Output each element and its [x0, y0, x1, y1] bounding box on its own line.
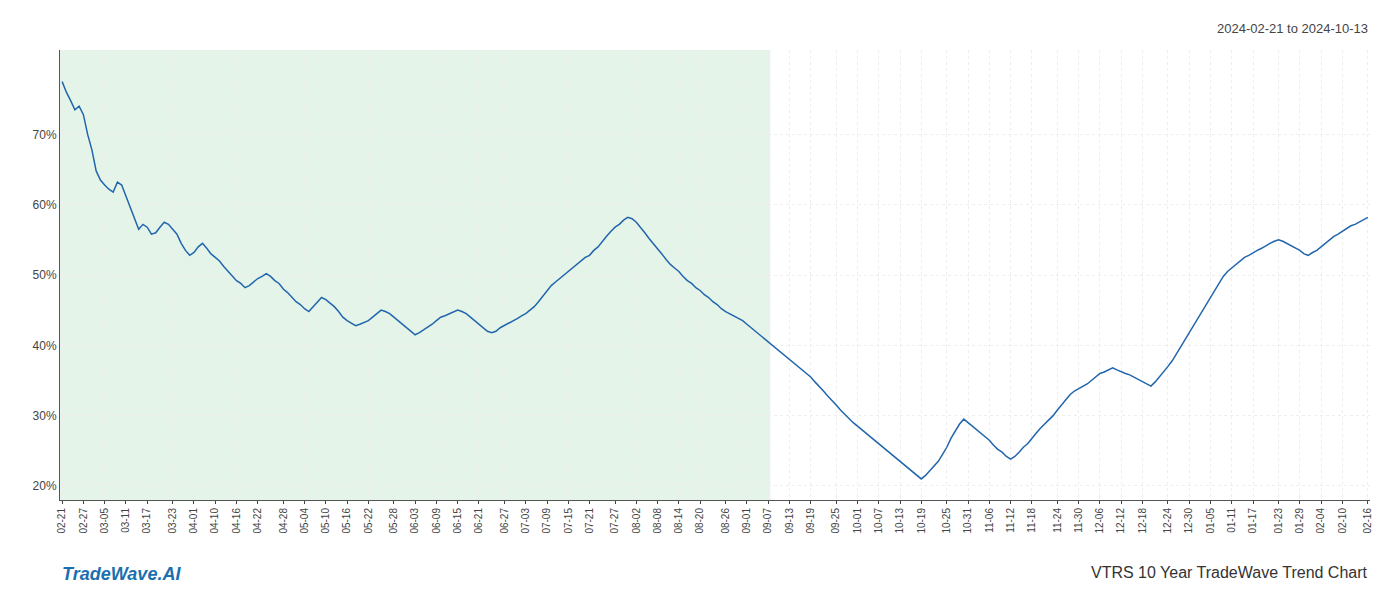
svg-text:03-23: 03-23 [167, 508, 178, 534]
svg-text:12-12: 12-12 [1115, 508, 1126, 534]
svg-text:12-30: 12-30 [1183, 508, 1194, 534]
svg-text:01-17: 01-17 [1247, 508, 1258, 534]
svg-text:08-14: 08-14 [673, 508, 684, 534]
svg-text:05-10: 05-10 [320, 508, 331, 534]
svg-text:30%: 30% [33, 409, 57, 423]
svg-text:03-05: 03-05 [99, 508, 110, 534]
svg-text:11-30: 11-30 [1073, 508, 1084, 533]
svg-text:20%: 20% [33, 479, 57, 493]
svg-text:05-16: 05-16 [341, 508, 352, 534]
svg-text:07-21: 07-21 [584, 508, 595, 534]
svg-text:09-13: 09-13 [784, 508, 795, 534]
svg-text:06-03: 06-03 [409, 508, 420, 534]
svg-text:02-04: 02-04 [1315, 508, 1326, 534]
svg-text:12-18: 12-18 [1137, 508, 1148, 534]
svg-text:04-16: 04-16 [231, 508, 242, 534]
svg-text:07-27: 07-27 [609, 508, 620, 534]
svg-text:02-21: 02-21 [56, 508, 67, 534]
svg-text:04-01: 04-01 [188, 508, 199, 534]
svg-text:01-11: 01-11 [1226, 508, 1237, 533]
svg-text:01-29: 01-29 [1294, 508, 1305, 534]
svg-text:06-09: 06-09 [431, 508, 442, 534]
svg-text:09-07: 09-07 [762, 508, 773, 534]
svg-text:05-22: 05-22 [363, 508, 374, 534]
svg-text:11-12: 11-12 [1005, 508, 1016, 533]
svg-text:05-04: 05-04 [299, 508, 310, 534]
svg-text:11-06: 11-06 [984, 508, 995, 533]
svg-text:10-13: 10-13 [894, 508, 905, 534]
svg-text:07-03: 07-03 [520, 508, 531, 534]
svg-text:09-19: 09-19 [805, 508, 816, 534]
svg-text:02-16: 02-16 [1362, 508, 1373, 534]
svg-text:01-05: 01-05 [1205, 508, 1216, 534]
svg-text:04-22: 04-22 [252, 508, 263, 534]
svg-text:TradeWave.AI: TradeWave.AI [62, 564, 181, 584]
svg-text:60%: 60% [33, 198, 57, 212]
svg-text:08-08: 08-08 [652, 508, 663, 534]
svg-text:50%: 50% [33, 268, 57, 282]
svg-text:09-25: 09-25 [830, 508, 841, 534]
svg-text:VTRS 10 Year TradeWave Trend C: VTRS 10 Year TradeWave Trend Chart [1091, 564, 1368, 581]
svg-text:70%: 70% [33, 128, 57, 142]
svg-text:11-24: 11-24 [1052, 508, 1063, 533]
svg-text:08-02: 08-02 [631, 508, 642, 534]
svg-text:08-26: 08-26 [720, 508, 731, 534]
svg-text:05-28: 05-28 [388, 508, 399, 534]
svg-text:03-17: 03-17 [141, 508, 152, 534]
svg-text:07-15: 07-15 [563, 508, 574, 534]
svg-text:06-15: 06-15 [452, 508, 463, 534]
svg-text:11-18: 11-18 [1026, 508, 1037, 533]
svg-text:02-27: 02-27 [78, 508, 89, 534]
svg-text:08-20: 08-20 [694, 508, 705, 534]
svg-text:02-10: 02-10 [1337, 508, 1348, 534]
svg-text:10-01: 10-01 [852, 508, 863, 534]
svg-text:12-06: 12-06 [1094, 508, 1105, 534]
svg-text:2024-02-21 to 2024-10-13: 2024-02-21 to 2024-10-13 [1217, 21, 1368, 36]
svg-text:12-24: 12-24 [1162, 508, 1173, 534]
svg-text:06-21: 06-21 [473, 508, 484, 534]
svg-text:40%: 40% [33, 339, 57, 353]
svg-text:06-27: 06-27 [499, 508, 510, 534]
svg-text:07-09: 07-09 [541, 508, 552, 534]
svg-text:10-25: 10-25 [941, 508, 952, 534]
svg-text:10-07: 10-07 [873, 508, 884, 534]
svg-text:04-28: 04-28 [278, 508, 289, 534]
svg-text:04-10: 04-10 [209, 508, 220, 534]
svg-text:09-01: 09-01 [741, 508, 752, 534]
svg-text:01-23: 01-23 [1273, 508, 1284, 534]
svg-text:10-31: 10-31 [962, 508, 973, 534]
svg-text:10-19: 10-19 [916, 508, 927, 534]
svg-text:03-11: 03-11 [120, 508, 131, 533]
